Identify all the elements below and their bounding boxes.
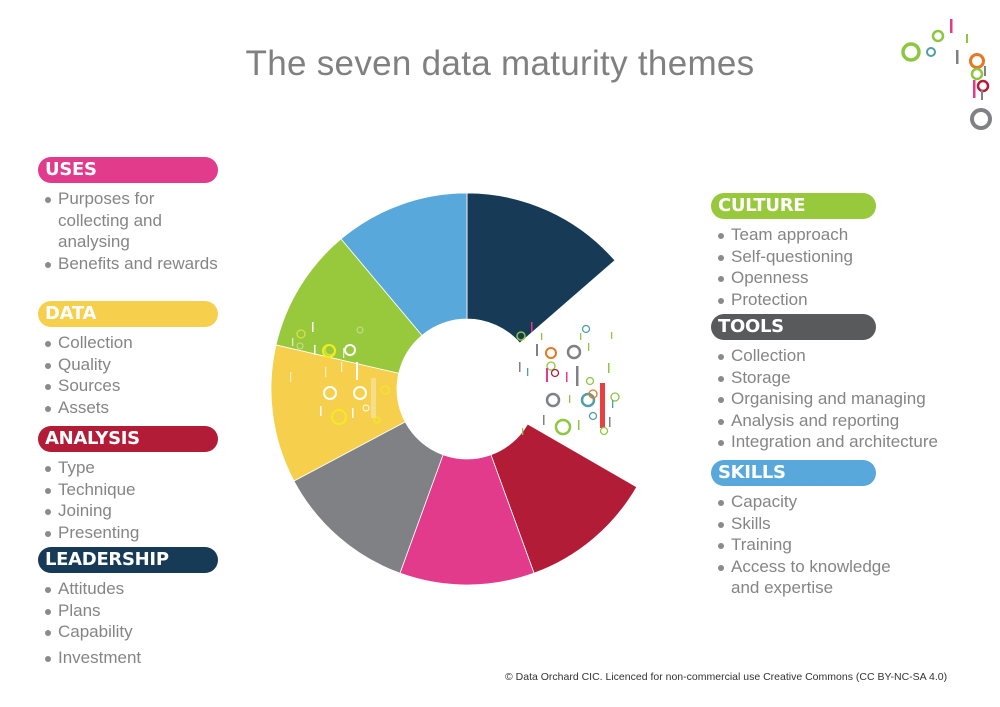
theme-item: Capability (38, 621, 218, 643)
theme-label-analysis[interactable]: ANALYSIS (38, 426, 218, 452)
theme-item: Collection (38, 332, 218, 354)
theme-culture: CULTURE Team approach Self-questioning O… (711, 193, 961, 310)
donut-segment-leadership (466, 192, 616, 344)
theme-item: Organising and managing (711, 388, 961, 410)
theme-items-skills: Capacity Skills Training Access to knowl… (711, 491, 931, 599)
theme-uses: USES Purposes for collecting and analysi… (38, 157, 218, 274)
theme-item: Presenting (38, 522, 218, 544)
theme-item: Assets (38, 397, 218, 419)
theme-items-culture: Team approach Self-questioning Openness … (711, 224, 961, 310)
page-title: The seven data maturity themes (245, 44, 755, 83)
theme-item: Quality (38, 354, 218, 376)
theme-item: Joining (38, 500, 218, 522)
theme-item: Capacity (711, 491, 931, 513)
theme-item: Training (711, 534, 931, 556)
theme-tools: TOOLS Collection Storage Organising and … (711, 314, 961, 453)
donut-segment-skills (340, 192, 468, 336)
theme-label-uses[interactable]: USES (38, 157, 218, 183)
theme-item: Protection (711, 289, 961, 311)
theme-item: Storage (711, 367, 961, 389)
theme-items-data: Collection Quality Sources Assets (38, 332, 218, 418)
theme-item: Skills (711, 513, 931, 535)
copyright-notice: © Data Orchard CIC. Licenced for non-com… (505, 671, 948, 683)
theme-skills: SKILLS Capacity Skills Training Access t… (711, 460, 931, 599)
decorative-confetti (290, 322, 620, 436)
theme-items-uses: Purposes for collecting and analysing Be… (38, 188, 218, 274)
theme-label-skills[interactable]: SKILLS (711, 460, 876, 486)
theme-analysis: ANALYSIS Type Technique Joining Presenti… (38, 426, 218, 543)
theme-data: DATA Collection Quality Sources Assets (38, 301, 218, 418)
theme-item: Plans (38, 600, 218, 622)
donut-segments (270, 192, 638, 586)
theme-items-tools: Collection Storage Organising and managi… (711, 345, 961, 453)
theme-leadership: LEADERSHIP Attitudes Plans Capability In… (38, 547, 218, 668)
theme-item: Investment (38, 647, 218, 669)
theme-item: Openness (711, 267, 961, 289)
theme-label-leadership[interactable]: LEADERSHIP (38, 547, 218, 573)
data-orchard-logo-icon (901, 19, 992, 130)
donut-segment-tools (293, 421, 444, 574)
theme-item: Self-questioning (711, 246, 961, 268)
theme-item: Collection (711, 345, 961, 367)
theme-items-leadership: Attitudes Plans Capability Investment (38, 578, 218, 668)
theme-items-analysis: Type Technique Joining Presenting (38, 457, 218, 543)
theme-item: Sources (38, 375, 218, 397)
theme-label-culture[interactable]: CULTURE (711, 193, 876, 219)
theme-item: Type (38, 457, 218, 479)
theme-item: Integration and architecture (711, 431, 961, 453)
theme-label-tools[interactable]: TOOLS (711, 314, 876, 340)
theme-item: Technique (38, 479, 218, 501)
theme-label-data[interactable]: DATA (38, 301, 218, 327)
theme-item: Attitudes (38, 578, 218, 600)
theme-item: Access to knowledge and expertise (711, 556, 911, 599)
theme-item: Benefits and rewards (38, 253, 218, 275)
theme-item: Analysis and reporting (711, 410, 961, 432)
theme-item: Purposes for collecting and analysing (38, 188, 218, 253)
theme-item: Team approach (711, 224, 961, 246)
